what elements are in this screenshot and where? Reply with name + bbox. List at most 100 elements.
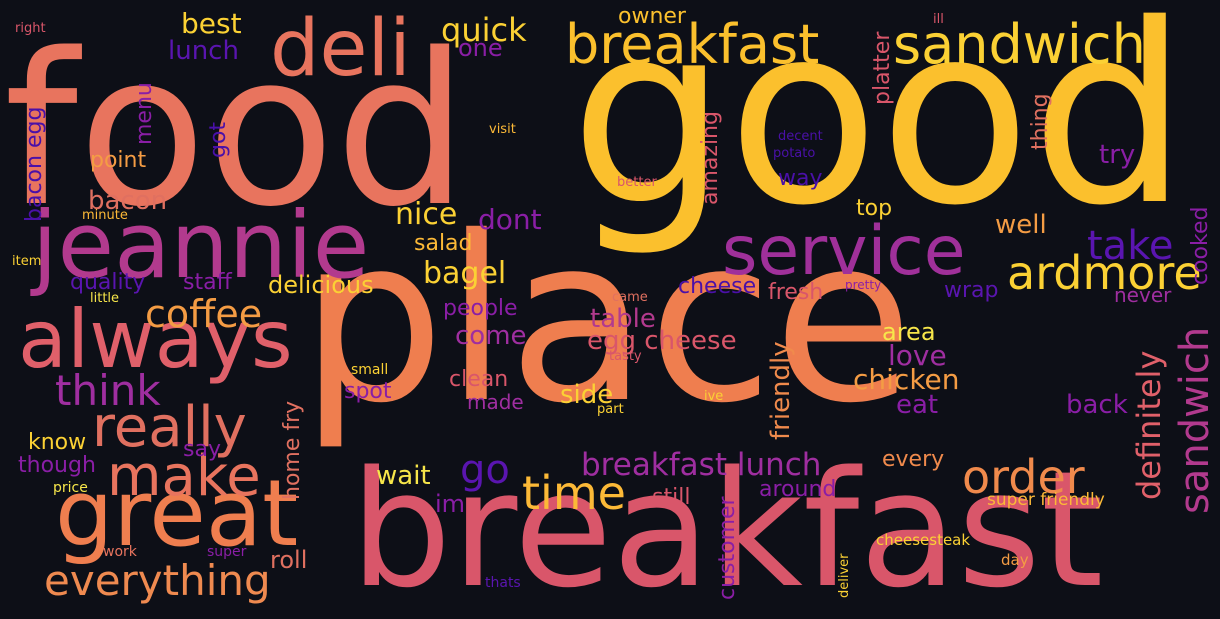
word-thing: thing bbox=[1028, 93, 1053, 150]
word-definitely: definitely bbox=[1130, 350, 1168, 500]
word-place: place bbox=[300, 187, 914, 453]
word-egg-cheese: egg cheese bbox=[587, 326, 737, 356]
word-bacon: bacon bbox=[88, 186, 168, 216]
word-one: one bbox=[458, 34, 503, 62]
word-customer: customer bbox=[715, 496, 740, 600]
word-spot: spot bbox=[344, 379, 392, 404]
word-deli: deli bbox=[270, 4, 411, 94]
word-breakfast-large: breakfast bbox=[350, 436, 1104, 619]
word-know: know bbox=[28, 430, 87, 455]
word-eat: eat bbox=[896, 390, 939, 420]
word-item: item bbox=[12, 254, 42, 269]
word-way: way bbox=[778, 166, 823, 191]
word-wrap: wrap bbox=[944, 278, 999, 303]
word-ive: ive bbox=[704, 389, 724, 404]
word-tasty: tasty bbox=[609, 349, 642, 364]
word-always: always bbox=[18, 293, 293, 386]
word-wait: wait bbox=[376, 461, 431, 491]
word-side: side bbox=[560, 380, 614, 410]
word-service: service bbox=[722, 212, 966, 291]
word-pretty: pretty bbox=[845, 278, 882, 292]
word-area: area bbox=[882, 318, 936, 346]
word-still: still bbox=[652, 485, 691, 510]
word-ill: ill bbox=[933, 12, 944, 27]
word-though: though bbox=[18, 453, 96, 478]
word-lunch: lunch bbox=[168, 36, 239, 66]
word-delicious: delicious bbox=[268, 271, 374, 299]
word-cooked: cooked bbox=[1188, 206, 1213, 285]
word-take: take bbox=[1087, 223, 1174, 269]
word-never: never bbox=[1114, 283, 1172, 307]
word-salad: salad bbox=[414, 231, 473, 256]
word-people: people bbox=[443, 296, 518, 321]
word-little: little bbox=[90, 291, 120, 306]
word-quick: quick bbox=[441, 11, 527, 49]
word-fresh: fresh bbox=[768, 280, 824, 305]
word-quality: quality bbox=[70, 270, 146, 295]
word-every: every bbox=[882, 447, 945, 472]
word-owner: owner bbox=[618, 4, 686, 29]
word-nice: nice bbox=[395, 197, 458, 232]
word-chicken: chicken bbox=[853, 363, 960, 396]
word-minute: minute bbox=[82, 208, 128, 223]
word-clean: clean bbox=[449, 367, 509, 392]
word-sandwich-top: sandwich bbox=[893, 13, 1146, 76]
word-decent: decent bbox=[778, 129, 823, 144]
word-cheesesteak: cheesesteak bbox=[876, 531, 971, 549]
word-im: im bbox=[435, 490, 466, 518]
word-staff: staff bbox=[183, 270, 232, 295]
word-potato: potato bbox=[773, 146, 816, 161]
word-well: well bbox=[995, 210, 1047, 240]
word-back: back bbox=[1066, 390, 1128, 420]
word-price: price bbox=[53, 480, 88, 496]
word-bagel: bagel bbox=[423, 256, 507, 291]
word-small: small bbox=[351, 362, 389, 378]
word-made: made bbox=[467, 390, 524, 414]
word-food: food bbox=[4, 8, 469, 253]
word-point: point bbox=[90, 148, 147, 173]
word-good: good bbox=[570, 0, 1189, 260]
word-home-fry: home fry bbox=[280, 400, 305, 500]
word-deliver: deliver bbox=[837, 553, 852, 598]
word-super-friendly: super friendly bbox=[987, 490, 1105, 510]
word-breakfast-top: breakfast bbox=[565, 13, 820, 76]
word-super: super bbox=[207, 544, 247, 560]
word-thats: thats bbox=[485, 575, 521, 591]
word-menu: menu bbox=[132, 82, 157, 145]
word-time: time bbox=[522, 466, 626, 520]
word-jeannie: jeannie bbox=[32, 192, 370, 299]
word-say: say bbox=[183, 437, 221, 462]
word-friendly: friendly bbox=[766, 341, 796, 440]
word-cheese: cheese bbox=[678, 274, 757, 299]
word-go: go bbox=[460, 447, 510, 493]
word-come: come bbox=[455, 321, 527, 351]
word-best: best bbox=[181, 7, 242, 40]
word-around: around bbox=[759, 477, 837, 502]
word-make: make bbox=[107, 444, 261, 509]
word-part: part bbox=[597, 402, 624, 417]
word-top: top bbox=[856, 196, 893, 221]
word-think: think bbox=[55, 366, 161, 415]
word-amazing: amazing bbox=[698, 111, 723, 205]
word-table: table bbox=[590, 304, 656, 334]
word-roll: roll bbox=[270, 546, 308, 574]
word-order: order bbox=[962, 450, 1085, 504]
word-right: right bbox=[15, 21, 46, 36]
word-work: work bbox=[103, 544, 137, 560]
word-really: really bbox=[92, 395, 247, 460]
word-visit: visit bbox=[489, 122, 516, 137]
word-got: got bbox=[206, 121, 231, 158]
word-sandwich-vertical: sandwich bbox=[1172, 326, 1218, 514]
word-coffee: coffee bbox=[145, 292, 263, 336]
word-dont: dont bbox=[478, 203, 542, 236]
word-everything: everything bbox=[44, 556, 271, 605]
word-better: better bbox=[617, 175, 657, 190]
word-great: great bbox=[55, 460, 299, 567]
word-came: came bbox=[612, 290, 648, 305]
word-breakfast-lunch: breakfast lunch bbox=[581, 447, 822, 483]
word-ardmore: ardmore bbox=[1007, 246, 1202, 300]
word-bacon-egg: bacon egg bbox=[22, 106, 47, 222]
word-love: love bbox=[888, 339, 947, 372]
word-try: try bbox=[1099, 140, 1136, 170]
